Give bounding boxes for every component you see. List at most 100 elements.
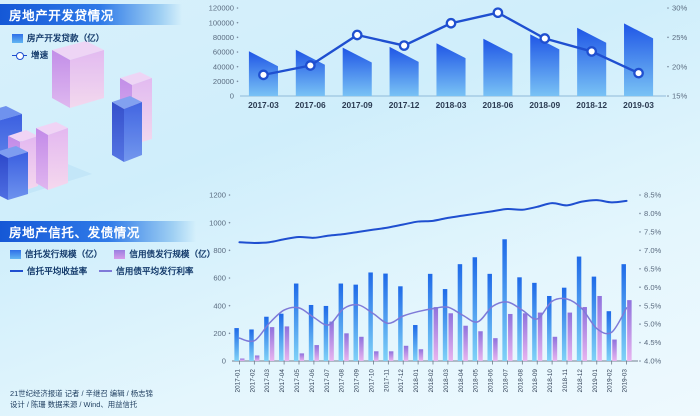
y-axis-tick-label: 40000 xyxy=(213,62,234,71)
bar-swatch-purple-icon xyxy=(114,249,126,259)
x-axis-tick-label: 2018-07 xyxy=(502,369,509,393)
legend-label: 信用债平均发行利率 xyxy=(116,266,194,276)
x-axis-tick-label: 2017-03 xyxy=(264,369,271,393)
x-axis-tick-label: 2017-02 xyxy=(249,369,256,393)
bar-development-loan xyxy=(436,43,466,96)
x-axis-tick-label: 2019-03 xyxy=(623,100,654,110)
chart-bottom-title: 房地产信托、发债情况 xyxy=(9,226,141,240)
bar-bond-issuance xyxy=(448,313,453,361)
bar-trust-issuance xyxy=(293,283,299,361)
bar-bond-issuance xyxy=(254,355,260,361)
bar-trust-issuance xyxy=(249,329,254,361)
x-axis-tick-label: 2019-01 xyxy=(592,369,599,393)
bar-development-loan xyxy=(530,34,560,96)
y-axis-tick-label: 60000 xyxy=(213,48,234,57)
bar-trust-issuance xyxy=(487,273,492,361)
bar-trust-issuance xyxy=(427,273,433,361)
x-axis-tick-label: 2017-01 xyxy=(234,369,241,393)
y2-axis-tick-label: 7.5% xyxy=(644,227,662,236)
bar-swatch-blue-icon xyxy=(12,33,23,43)
legend-item-dev-loan: 房产开发贷款（亿） xyxy=(12,32,104,44)
line-marker xyxy=(445,17,457,29)
line-marker xyxy=(633,67,644,79)
chart-top-title-bar: 房地产开发贷情况 xyxy=(0,4,182,25)
bar-bond-issuance xyxy=(478,331,483,361)
x-axis-tick-label: 2018-06 xyxy=(483,100,514,110)
y2-axis-tick-label: 30% xyxy=(672,4,687,13)
chart-top-plot: 0 20000 40000 60000 80000 100000 120000 15% 20% 2… xyxy=(209,4,688,110)
bar-trust-issuance xyxy=(338,283,344,361)
x-axis-tick-label: 2018-02 xyxy=(428,369,435,393)
bar-trust-issuance xyxy=(547,295,552,361)
line-swatch-purple-icon xyxy=(99,270,113,272)
legend-row: 信托平均收益率 信用债平均发行利率 xyxy=(10,265,227,277)
y2-axis-tick-label: 6.0% xyxy=(644,283,662,292)
x-axis-tick-label: 2018-03 xyxy=(443,369,450,393)
y2-axis-tick-label: 20% xyxy=(672,62,687,71)
y2-axis-tick-label: 5.5% xyxy=(644,301,662,310)
bar-trust-issuance xyxy=(323,305,329,361)
bar-development-loan xyxy=(577,27,607,96)
y-axis-tick-label: 80000 xyxy=(213,33,234,42)
x-axis-tick-label: 2018-08 xyxy=(517,369,524,393)
footer-line-1: 21世纪经济报道 记者 / 辛继召 编辑 / 杨志锦 xyxy=(10,389,153,398)
line-marker xyxy=(351,29,363,41)
legend-item-trust-scale: 信托发行规模（亿） xyxy=(10,248,102,260)
x-axis-tick-label: 2018-01 xyxy=(413,369,420,393)
bar-trust-issuance xyxy=(264,316,269,361)
legend-label: 信托发行规模（亿） xyxy=(25,249,103,259)
bar-bond-issuance xyxy=(269,327,275,361)
bar-bond-issuance xyxy=(537,312,543,361)
bar-trust-issuance xyxy=(398,286,403,361)
x-axis-tick-label: 2018-12 xyxy=(576,100,607,110)
legend-label: 房产开发贷款（亿） xyxy=(27,33,105,43)
bar-development-loan xyxy=(483,38,513,96)
y-axis-tick-label: 200 xyxy=(213,329,226,338)
bar-bond-issuance xyxy=(597,295,602,361)
line-bond-rate xyxy=(238,297,628,343)
legend-row: 信托发行规模（亿） 信用债发行规模（亿） xyxy=(10,248,227,260)
bar-trust-issuance xyxy=(576,256,582,361)
bar-bond-issuance xyxy=(388,351,394,361)
bar-trust-issuance xyxy=(532,282,537,361)
x-axis-tick-label: 2017-12 xyxy=(398,369,405,393)
bar-bond-issuance xyxy=(567,312,573,361)
line-marker-blue-icon xyxy=(12,51,27,60)
line-marker xyxy=(398,40,410,51)
y-axis-tick-label: 120000 xyxy=(209,4,234,13)
bar-trust-issuance xyxy=(308,304,314,361)
x-axis-tick-label: 2017-11 xyxy=(383,369,390,392)
x-axis-tick-label: 2017-03 xyxy=(248,100,279,110)
bar-bond-issuance xyxy=(463,325,468,361)
line-trust-yield xyxy=(238,199,628,244)
bar-bond-issuance xyxy=(493,338,498,361)
x-axis-tick-label: 2017-04 xyxy=(279,369,286,393)
bar-trust-issuance xyxy=(383,273,388,361)
x-axis-tick-label: 2017-09 xyxy=(354,369,361,393)
y-axis-tick-label: 1000 xyxy=(209,218,226,227)
line-swatch-blue-icon xyxy=(10,270,23,272)
y-axis-tick-label: 0 xyxy=(222,357,226,366)
y2-axis-tick-label: 5.0% xyxy=(644,320,662,329)
bar-development-loan xyxy=(342,47,372,96)
bar-swatch-blue-icon xyxy=(10,249,21,259)
legend-item-bond-rate: 信用债平均发行利率 xyxy=(99,265,194,277)
isometric-buildings-illustration xyxy=(0,41,152,200)
bar-bond-issuance xyxy=(344,333,349,361)
bar-bond-issuance xyxy=(508,313,513,361)
legend-item-growth-rate: 增速 xyxy=(12,49,48,61)
footer-credits: 21世纪经济报道 记者 / 辛继召 编辑 / 杨志锦 设计 / 陈珊 数据来源 … xyxy=(10,388,153,410)
x-axis-tick-label: 2018-06 xyxy=(488,369,495,393)
chart-bottom-legend: 信托发行规模（亿） 信用债发行规模（亿） 信托平均收益率 信用债平均发行利率 xyxy=(10,248,227,282)
legend-row: 增速 xyxy=(12,49,116,61)
x-axis-tick-label: 2017-09 xyxy=(342,100,373,110)
bar-trust-issuance xyxy=(561,287,567,361)
x-axis-tick-label: 2017-07 xyxy=(324,369,331,393)
bar-bond-issuance xyxy=(359,336,364,361)
y-axis-tick-label: 100000 xyxy=(209,18,234,27)
chart-bottom-title-bar: 房地产信托、发债情况 xyxy=(0,221,196,242)
bar-trust-issuance xyxy=(457,264,463,361)
footer-line-2: 设计 / 陈珊 数据来源 / Wind、用益信托 xyxy=(10,400,138,409)
bar-bond-issuance xyxy=(418,349,424,361)
